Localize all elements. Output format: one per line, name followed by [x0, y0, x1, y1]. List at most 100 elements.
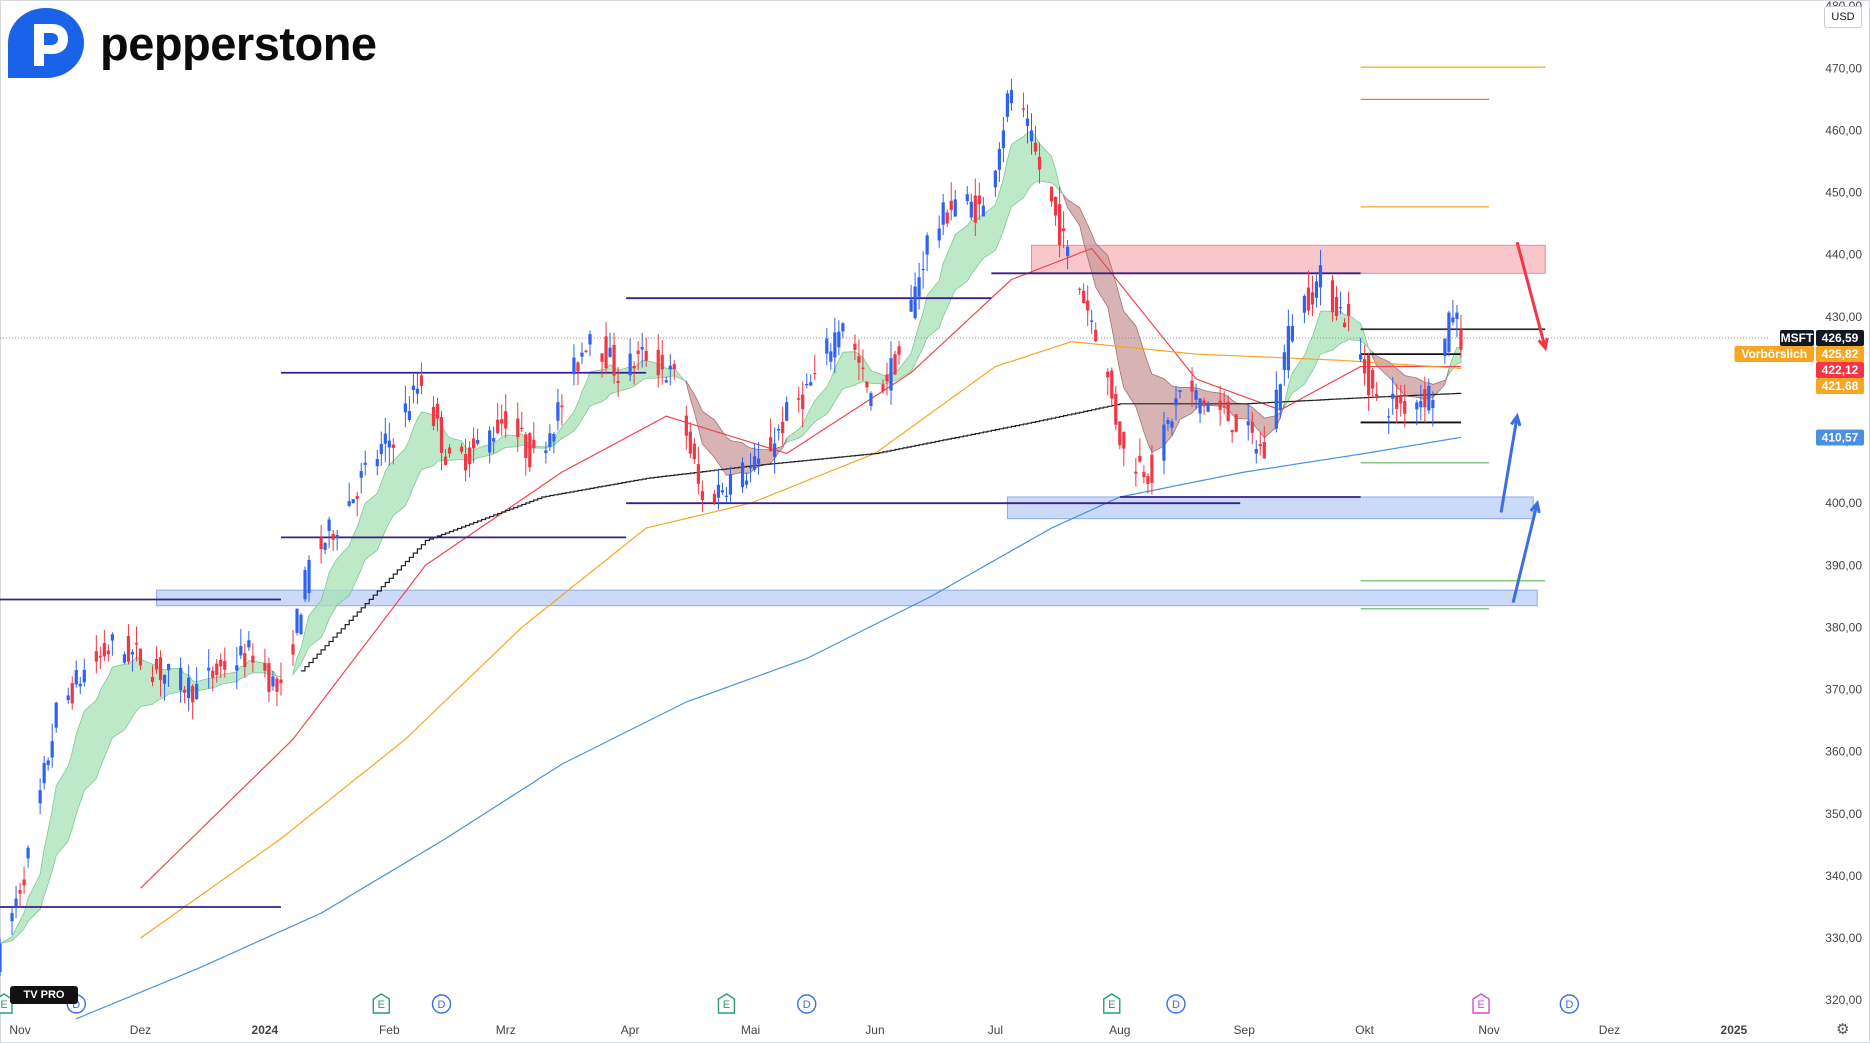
candle-body [1226, 401, 1230, 422]
candle-body [1359, 354, 1363, 360]
x-tick-label: Jul [988, 1023, 1003, 1037]
candle-body [363, 462, 367, 465]
candle-body [134, 642, 139, 645]
candle-body [22, 879, 26, 886]
candle-body [0, 943, 2, 973]
x-tick-label: Mai [741, 1023, 760, 1037]
candle-body [1423, 389, 1427, 408]
candle-body [504, 411, 508, 429]
candle-body [1399, 396, 1403, 404]
candle-body [467, 447, 472, 465]
candle-body [1049, 186, 1054, 202]
candle-body [299, 614, 303, 635]
candle-body [744, 480, 749, 485]
candle-body [14, 898, 18, 907]
gear-icon[interactable]: ⚙ [1836, 1021, 1850, 1038]
candle-body [861, 367, 865, 369]
candle-body [584, 350, 588, 352]
candle-body [375, 459, 379, 467]
cloud-bearish [685, 379, 788, 476]
candle-body [1419, 400, 1423, 408]
candle-body [38, 790, 42, 804]
candle-body [981, 205, 985, 217]
candle-body [1053, 196, 1058, 216]
candle-body [1274, 389, 1278, 429]
candle-body [748, 467, 753, 469]
candle-body [1162, 424, 1166, 461]
x-tick-label: Feb [379, 1023, 400, 1037]
x-tick-label: Nov [9, 1023, 30, 1037]
candle-body [359, 471, 363, 478]
candle-body [191, 686, 195, 703]
dividend-icon [797, 994, 817, 1014]
candle-body [869, 393, 873, 407]
candle-body [813, 372, 817, 375]
candle-body [560, 405, 564, 408]
candle-body [271, 676, 275, 687]
y-tick-label: 390,00 [1825, 558, 1862, 572]
event-label: E [1108, 999, 1115, 1011]
price-tag-value: 422,12 [1822, 363, 1859, 377]
y-tick-label: 380,00 [1825, 620, 1862, 634]
candle-body [664, 380, 668, 383]
earnings-icon [1103, 993, 1121, 1014]
price-tag-value: 425,82 [1822, 347, 1859, 361]
cloud-layer [0, 131, 1462, 944]
cloud-bullish [786, 131, 1064, 443]
candle-body [785, 402, 789, 421]
candle-body [347, 501, 351, 506]
candle-body [1146, 476, 1150, 484]
candle-body [777, 428, 781, 431]
candle-body [925, 235, 929, 255]
candle-body [263, 662, 267, 671]
candle-body [977, 195, 981, 205]
candle-body [74, 670, 78, 685]
candle-body [1230, 430, 1234, 433]
candle-body [235, 665, 239, 671]
candle-body [488, 430, 492, 453]
candle-body [130, 652, 135, 655]
candle-body [407, 411, 411, 420]
candle-body [1387, 416, 1391, 418]
candle-body [1025, 118, 1030, 126]
candle-body [544, 450, 548, 454]
event-label: E [0, 999, 7, 1011]
candle-body [383, 433, 387, 444]
candle-body [1415, 402, 1419, 410]
currency-button[interactable]: USD [1824, 6, 1862, 28]
candle-body [684, 415, 688, 436]
candle-body [949, 200, 953, 211]
y-tick-label: 320,00 [1825, 993, 1862, 1007]
candle-body [1094, 329, 1098, 342]
candle-body [463, 453, 468, 471]
price-tag-box [1816, 346, 1864, 363]
candle-body [403, 403, 407, 413]
candle-body [1334, 296, 1339, 317]
x-tick-label: Okt [1355, 1023, 1374, 1037]
candle-body [997, 148, 1001, 170]
cloud-bearish [1063, 193, 1285, 453]
candle-body [415, 388, 420, 394]
candle-body [1447, 312, 1451, 352]
candle-body [889, 358, 893, 391]
cloud-bullish [1448, 346, 1462, 376]
candle-body [183, 689, 187, 693]
candle-body [1106, 371, 1110, 378]
candle-body [1110, 370, 1114, 399]
candle-body [54, 702, 58, 728]
candle-body [1062, 228, 1066, 232]
candle-body [1222, 406, 1226, 408]
candle-body [969, 201, 973, 218]
candle-body [1150, 454, 1154, 483]
candle-body [42, 762, 46, 784]
candle-body [572, 357, 576, 375]
candle-body [472, 438, 476, 449]
candle-body [335, 534, 339, 539]
candle-body [576, 362, 580, 372]
platform-badge: TV PRO [10, 986, 78, 1004]
y-tick-label: 430,00 [1825, 310, 1862, 324]
event-label: E [378, 999, 385, 1011]
candle-body [1198, 398, 1202, 414]
candle-body [1170, 421, 1174, 428]
